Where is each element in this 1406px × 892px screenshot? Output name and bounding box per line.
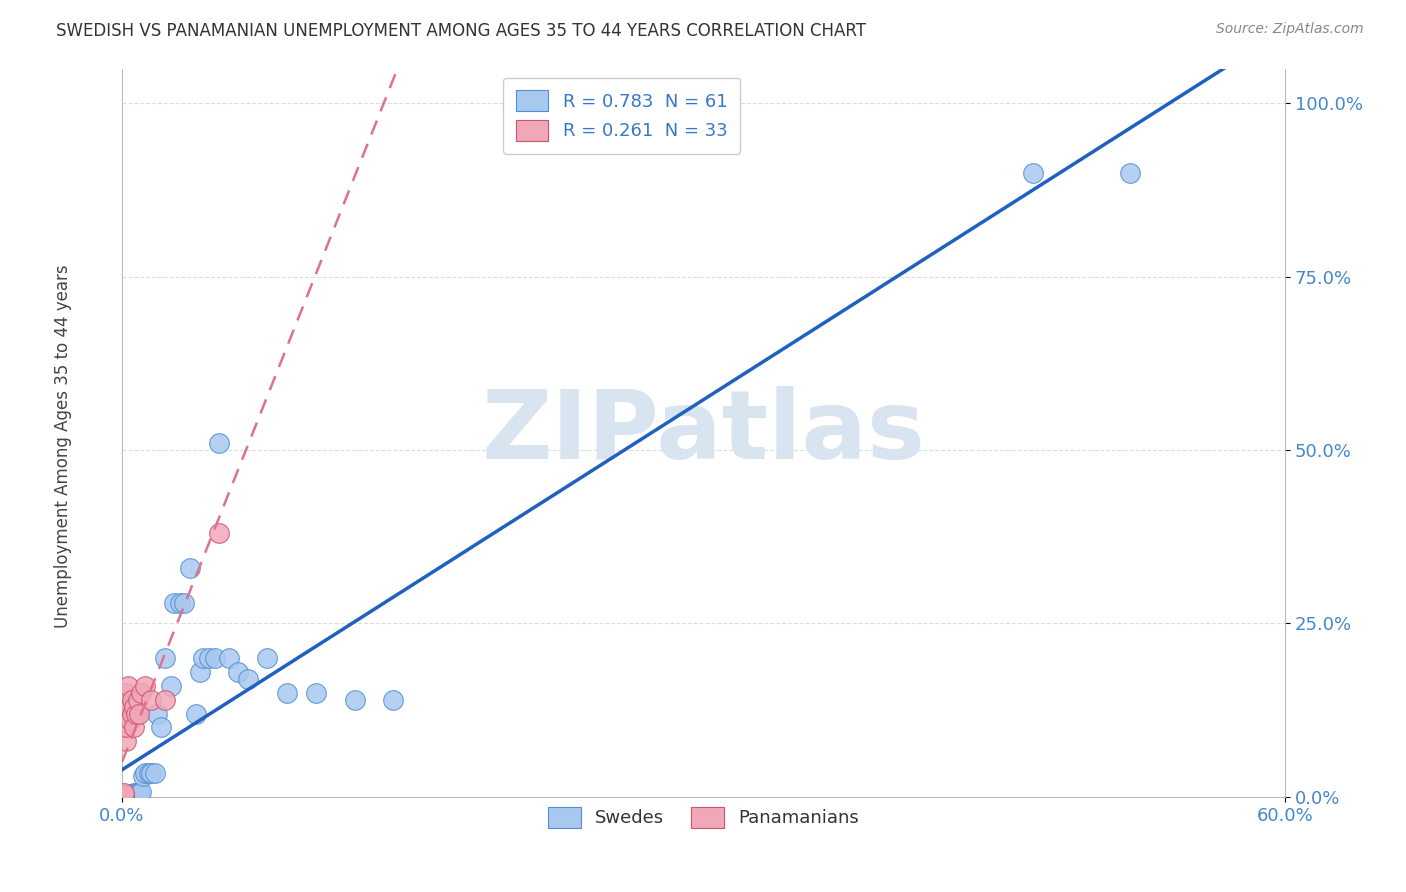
Point — [208, 436, 231, 450]
Text: Unemployment Among Ages 35 to 44 years: Unemployment Among Ages 35 to 44 years — [55, 264, 72, 628]
Point — [184, 706, 207, 721]
Point — [121, 692, 143, 706]
Point — [112, 789, 135, 803]
Point — [111, 789, 134, 803]
Point — [305, 686, 328, 700]
Point — [115, 686, 138, 700]
Point — [112, 789, 135, 804]
Point — [131, 785, 153, 799]
Point — [153, 692, 176, 706]
Point — [179, 561, 201, 575]
Point — [112, 788, 135, 802]
Point — [115, 734, 138, 748]
Point — [159, 679, 181, 693]
Point — [382, 692, 405, 706]
Point — [193, 651, 215, 665]
Point — [146, 706, 169, 721]
Point — [153, 651, 176, 665]
Point — [236, 672, 259, 686]
Point — [256, 651, 278, 665]
Text: SWEDISH VS PANAMANIAN UNEMPLOYMENT AMONG AGES 35 TO 44 YEARS CORRELATION CHART: SWEDISH VS PANAMANIAN UNEMPLOYMENT AMONG… — [56, 22, 866, 40]
Point — [112, 789, 135, 804]
Point — [115, 720, 138, 734]
Point — [118, 789, 141, 803]
Point — [117, 788, 139, 802]
Point — [111, 789, 134, 804]
Point — [111, 788, 134, 802]
Point — [118, 699, 141, 714]
Point — [143, 765, 166, 780]
Point — [1119, 165, 1142, 179]
Point — [115, 789, 138, 803]
Point — [208, 526, 231, 541]
Point — [134, 679, 156, 693]
Point — [128, 706, 150, 721]
Point — [149, 720, 172, 734]
Point — [115, 706, 138, 721]
Point — [118, 787, 141, 801]
Point — [111, 789, 134, 803]
Point — [112, 789, 135, 803]
Point — [122, 788, 145, 802]
Point — [127, 692, 149, 706]
Point — [112, 789, 135, 803]
Point — [121, 706, 143, 721]
Point — [128, 786, 150, 800]
Point — [112, 786, 135, 800]
Point — [218, 651, 240, 665]
Point — [115, 789, 138, 804]
Text: Source: ZipAtlas.com: Source: ZipAtlas.com — [1216, 22, 1364, 37]
Point — [132, 769, 155, 783]
Point — [111, 789, 134, 804]
Point — [228, 665, 250, 679]
Point — [121, 787, 143, 801]
Point — [112, 789, 135, 803]
Point — [117, 789, 139, 803]
Point — [122, 720, 145, 734]
Point — [124, 706, 146, 721]
Point — [127, 786, 149, 800]
Point — [111, 789, 134, 803]
Point — [131, 686, 153, 700]
Point — [115, 788, 138, 802]
Point — [115, 789, 138, 803]
Legend: Swedes, Panamanians: Swedes, Panamanians — [541, 800, 866, 835]
Point — [117, 692, 139, 706]
Point — [111, 789, 134, 804]
Point — [139, 692, 162, 706]
Point — [111, 789, 134, 803]
Point — [198, 651, 221, 665]
Point — [169, 596, 191, 610]
Point — [112, 789, 135, 804]
Point — [117, 679, 139, 693]
Point — [1022, 165, 1045, 179]
Point — [118, 788, 141, 802]
Point — [163, 596, 186, 610]
Point — [122, 699, 145, 714]
Point — [138, 765, 160, 780]
Point — [118, 714, 141, 728]
Point — [112, 789, 135, 804]
Point — [117, 706, 139, 721]
Point — [139, 765, 162, 780]
Point — [124, 786, 146, 800]
Point — [117, 789, 139, 803]
Point — [115, 789, 138, 803]
Point — [112, 789, 135, 803]
Point — [117, 789, 139, 803]
Point — [343, 692, 366, 706]
Point — [122, 786, 145, 800]
Point — [112, 789, 135, 803]
Point — [134, 765, 156, 780]
Point — [121, 789, 143, 803]
Point — [173, 596, 195, 610]
Point — [276, 686, 298, 700]
Point — [111, 789, 134, 804]
Text: ZIPatlas: ZIPatlas — [482, 386, 925, 479]
Point — [111, 789, 134, 803]
Point — [124, 788, 146, 802]
Point — [188, 665, 211, 679]
Point — [112, 789, 135, 803]
Point — [204, 651, 226, 665]
